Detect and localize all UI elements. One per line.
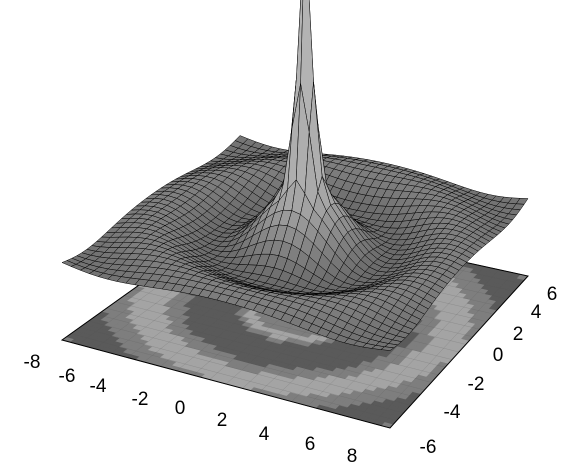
- x-tick-label: -4: [90, 376, 107, 397]
- x-tick-label: 0: [175, 398, 186, 419]
- floor-gridline: [373, 272, 514, 424]
- x-tick-label: 6: [305, 434, 316, 455]
- x-tick-label: 8: [347, 446, 358, 467]
- y-tick-label: 2: [513, 324, 524, 345]
- x-tick-label: 4: [259, 424, 270, 445]
- x-tick-label: -2: [132, 389, 149, 410]
- y-tick-label: 6: [547, 284, 558, 305]
- y-tick-label: -4: [444, 402, 461, 423]
- x-tick-label: -6: [59, 366, 76, 387]
- x-tick-label: 2: [217, 410, 228, 431]
- floor-gridline: [340, 266, 485, 415]
- y-tick-label: -2: [468, 374, 485, 395]
- y-tick-label: 0: [493, 345, 504, 366]
- surface-mesh: [61, 0, 529, 351]
- floor-gridline: [357, 269, 500, 420]
- y-tick-label: 4: [531, 302, 542, 323]
- y-tick-label: -6: [420, 437, 437, 458]
- x-tick-label: -8: [24, 352, 41, 373]
- surface-cell: [380, 346, 395, 351]
